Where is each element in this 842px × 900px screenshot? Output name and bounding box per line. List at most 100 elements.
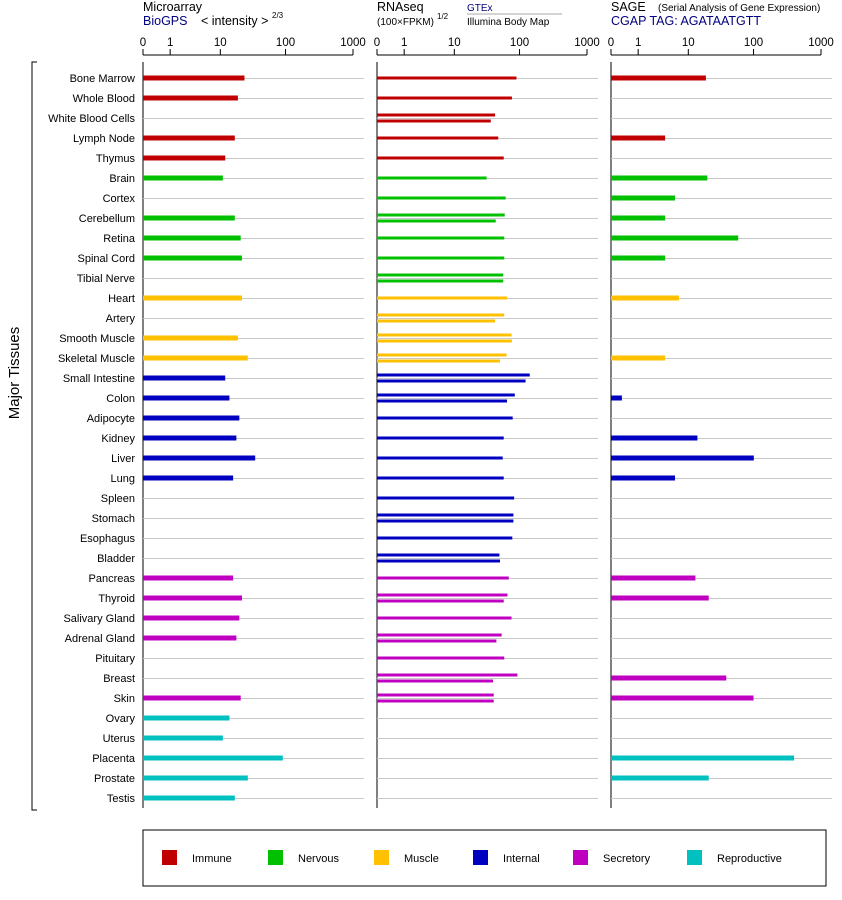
bar-sage-brain xyxy=(611,175,708,181)
tissue-label-skeletal-muscle: Skeletal Muscle xyxy=(58,353,135,365)
bar-sage-lung xyxy=(611,475,676,481)
bar-sage-retina xyxy=(611,235,739,241)
bar-rnaseq-pancreas xyxy=(377,576,509,580)
bar-microarray-adrenal-gland xyxy=(143,635,237,641)
bar-rnaseq-retina xyxy=(377,236,505,240)
bar-rnaseq-spinal-cord xyxy=(377,256,505,260)
rnaseq-source-bottom: Illumina Body Map xyxy=(467,17,550,28)
bar-sage-cerebellum xyxy=(611,215,666,221)
bar-rnaseq-skin-gtex xyxy=(377,693,494,697)
legend: Immune Nervous Muscle Internal Secretory Repr… xyxy=(162,850,782,865)
legend-label-reproductive: Reproductive xyxy=(717,853,782,865)
sage-title: SAGE xyxy=(611,0,646,14)
panels: 0 1 10 100 1000 0 1 10 100 1000 0 1 10 100 1000 xyxy=(140,37,834,808)
tissue-label-lymph-node: Lymph Node xyxy=(73,133,135,145)
bar-microarray-ovary xyxy=(143,715,230,721)
bar-sage-bone-marrow xyxy=(611,75,706,81)
tissue-label-small-intestine: Small Intestine xyxy=(63,373,135,385)
bar-sage-prostate xyxy=(611,775,709,781)
tissue-label-breast: Breast xyxy=(103,673,135,685)
rnaseq-tick-label: 1000 xyxy=(574,37,600,49)
tissue-labels: Bone Marrow Whole Blood White Blood Cells L… xyxy=(48,73,136,805)
bar-rnaseq-cerebellum-gtex xyxy=(377,213,505,217)
bar-rnaseq-salivary-gland xyxy=(377,616,512,620)
tissue-label-brain: Brain xyxy=(109,173,135,185)
bar-microarray-uterus xyxy=(143,735,223,741)
panel-header-microarray: Microarray BioGPS < intensity > 2/3 xyxy=(143,0,284,28)
bar-microarray-retina xyxy=(143,235,241,241)
rnaseq-tick-label: 100 xyxy=(510,37,529,49)
microarray-title: Microarray xyxy=(143,0,203,14)
tissue-label-adipocyte: Adipocyte xyxy=(87,413,135,425)
tissue-label-heart: Heart xyxy=(108,293,135,305)
bar-rnaseq-adrenal-gland-illumina xyxy=(377,639,497,643)
tissue-label-spinal-cord: Spinal Cord xyxy=(78,253,135,265)
bar-microarray-kidney xyxy=(143,435,237,441)
microarray-tick-label: 100 xyxy=(276,37,295,49)
tissue-label-pituitary: Pituitary xyxy=(95,653,135,665)
bar-microarray-skeletal-muscle xyxy=(143,355,248,361)
bar-rnaseq-white-blood-cells-gtex xyxy=(377,113,496,117)
bar-rnaseq-spleen xyxy=(377,496,515,500)
legend-item-secretory: Secretory xyxy=(573,850,651,865)
tissue-label-whole-blood: Whole Blood xyxy=(73,93,135,105)
panel-header-rnaseq: RNAseq (100×FPKM) 1/2 GTEx Illumina Body… xyxy=(377,0,562,28)
bar-microarray-small-intestine xyxy=(143,375,226,381)
sage-tick-label: 100 xyxy=(744,37,763,49)
tissue-label-placenta: Placenta xyxy=(92,753,136,765)
tissue-label-cerebellum: Cerebellum xyxy=(79,213,135,225)
rnaseq-title: RNAseq xyxy=(377,0,424,14)
tissue-label-ovary: Ovary xyxy=(106,713,136,725)
tissue-label-colon: Colon xyxy=(106,393,135,405)
tissue-label-cortex: Cortex xyxy=(103,193,136,205)
rnaseq-scale-label: (100×FPKM) xyxy=(377,17,434,28)
tissue-label-smooth-muscle: Smooth Muscle xyxy=(59,333,135,345)
bar-microarray-smooth-muscle xyxy=(143,335,238,341)
bar-rnaseq-artery-illumina xyxy=(377,319,496,323)
legend-swatch-nervous xyxy=(268,850,283,865)
tissue-label-bone-marrow: Bone Marrow xyxy=(70,73,135,85)
bar-sage-cortex xyxy=(611,195,676,201)
bar-microarray-colon xyxy=(143,395,230,401)
microarray-tick-label: 1 xyxy=(167,37,173,49)
bar-rnaseq-colon-gtex xyxy=(377,393,515,397)
bar-sage-lymph-node xyxy=(611,135,666,141)
bar-rnaseq-skin-illumina xyxy=(377,699,494,703)
tissue-label-white-blood-cells: White Blood Cells xyxy=(48,113,135,125)
tissue-label-esophagus: Esophagus xyxy=(80,533,136,545)
legend-label-immune: Immune xyxy=(192,853,232,865)
bar-rnaseq-adipocyte xyxy=(377,416,513,420)
bar-microarray-thyroid xyxy=(143,595,243,601)
panel-microarray: 0 1 10 100 1000 xyxy=(140,37,366,808)
sage-tick-label: 0 xyxy=(608,37,614,49)
y-axis-bracket xyxy=(31,61,37,811)
bar-microarray-bone-marrow xyxy=(143,75,245,81)
bar-rnaseq-lymph-node xyxy=(377,136,499,140)
y-axis-title: Major Tissues xyxy=(6,327,23,420)
legend-label-internal: Internal xyxy=(503,853,540,865)
tissue-label-liver: Liver xyxy=(111,453,135,465)
bar-rnaseq-kidney xyxy=(377,436,504,440)
bar-rnaseq-adrenal-gland-gtex xyxy=(377,633,502,637)
bar-rnaseq-thyroid-illumina xyxy=(377,599,504,603)
bar-sage-kidney xyxy=(611,435,698,441)
legend-item-muscle: Muscle xyxy=(374,850,439,865)
legend-label-secretory: Secretory xyxy=(603,853,651,865)
bar-microarray-thymus xyxy=(143,155,226,161)
tissue-label-uterus: Uterus xyxy=(103,733,136,745)
legend-label-muscle: Muscle xyxy=(404,853,439,865)
rnaseq-source-top: GTEx xyxy=(467,3,493,14)
tissue-label-adrenal-gland: Adrenal Gland xyxy=(65,633,135,645)
tissue-label-lung: Lung xyxy=(111,473,135,485)
legend-swatch-muscle xyxy=(374,850,389,865)
bar-rnaseq-breast-gtex xyxy=(377,673,518,677)
bar-rnaseq-colon-illumina xyxy=(377,399,508,403)
sage-tick-label: 1 xyxy=(635,37,641,49)
bar-sage-thyroid xyxy=(611,595,709,601)
bar-sage-breast xyxy=(611,675,727,681)
legend-swatch-secretory xyxy=(573,850,588,865)
tissue-label-pancreas: Pancreas xyxy=(89,573,136,585)
bar-microarray-liver xyxy=(143,455,256,461)
bar-rnaseq-breast-illumina xyxy=(377,679,494,683)
